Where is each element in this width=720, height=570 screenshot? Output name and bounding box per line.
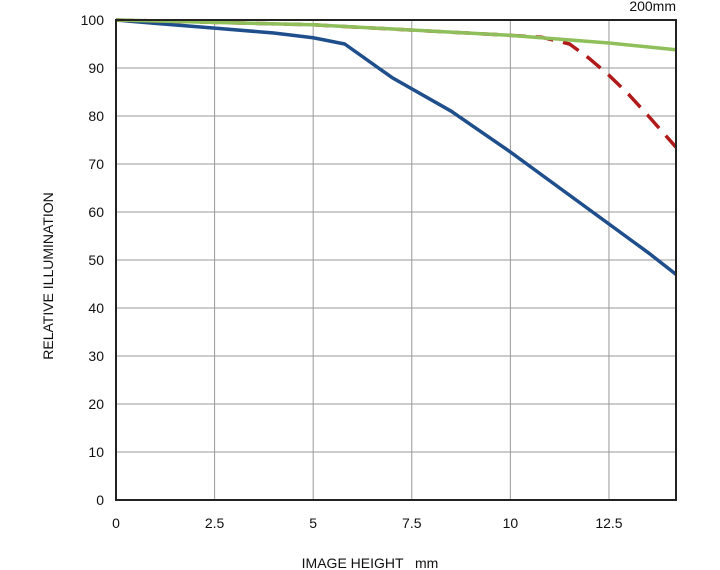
y-tick-label: 30 xyxy=(88,348,104,364)
x-tick-label: 12.5 xyxy=(595,515,622,531)
x-tick-label: 7.5 xyxy=(402,515,422,531)
y-axis-label: RELATIVE ILLUMINATION xyxy=(40,192,56,360)
series-green xyxy=(115,18,677,52)
x-tick-label: 10 xyxy=(503,515,519,531)
y-tick-label: 70 xyxy=(88,156,104,172)
y-tick-label: 60 xyxy=(88,204,104,220)
plot-frame xyxy=(115,19,677,501)
chart-title: 200mm xyxy=(629,0,676,14)
tick-labels: 0 2.5 5 7.5 10 12.5 0 10 20 30 40 50 60 70 80 90 100 xyxy=(81,12,623,531)
x-tick-label: 5 xyxy=(309,515,317,531)
x-tick-label: 0 xyxy=(112,515,120,531)
x-tick-label: 2.5 xyxy=(205,515,225,531)
y-tick-label: 90 xyxy=(88,60,104,76)
y-tick-label: 0 xyxy=(96,492,104,508)
series-blue xyxy=(115,18,678,276)
y-tick-label: 80 xyxy=(88,108,104,124)
grid xyxy=(115,19,676,501)
x-axis-label: IMAGE HEIGHT mm xyxy=(302,555,439,570)
series-red-dashed xyxy=(115,18,678,149)
y-tick-label: 100 xyxy=(81,12,105,28)
series-group xyxy=(115,18,678,276)
y-tick-label: 40 xyxy=(88,300,104,316)
y-tick-label: 20 xyxy=(88,396,104,412)
y-tick-label: 10 xyxy=(88,444,104,460)
y-tick-label: 50 xyxy=(88,252,104,268)
